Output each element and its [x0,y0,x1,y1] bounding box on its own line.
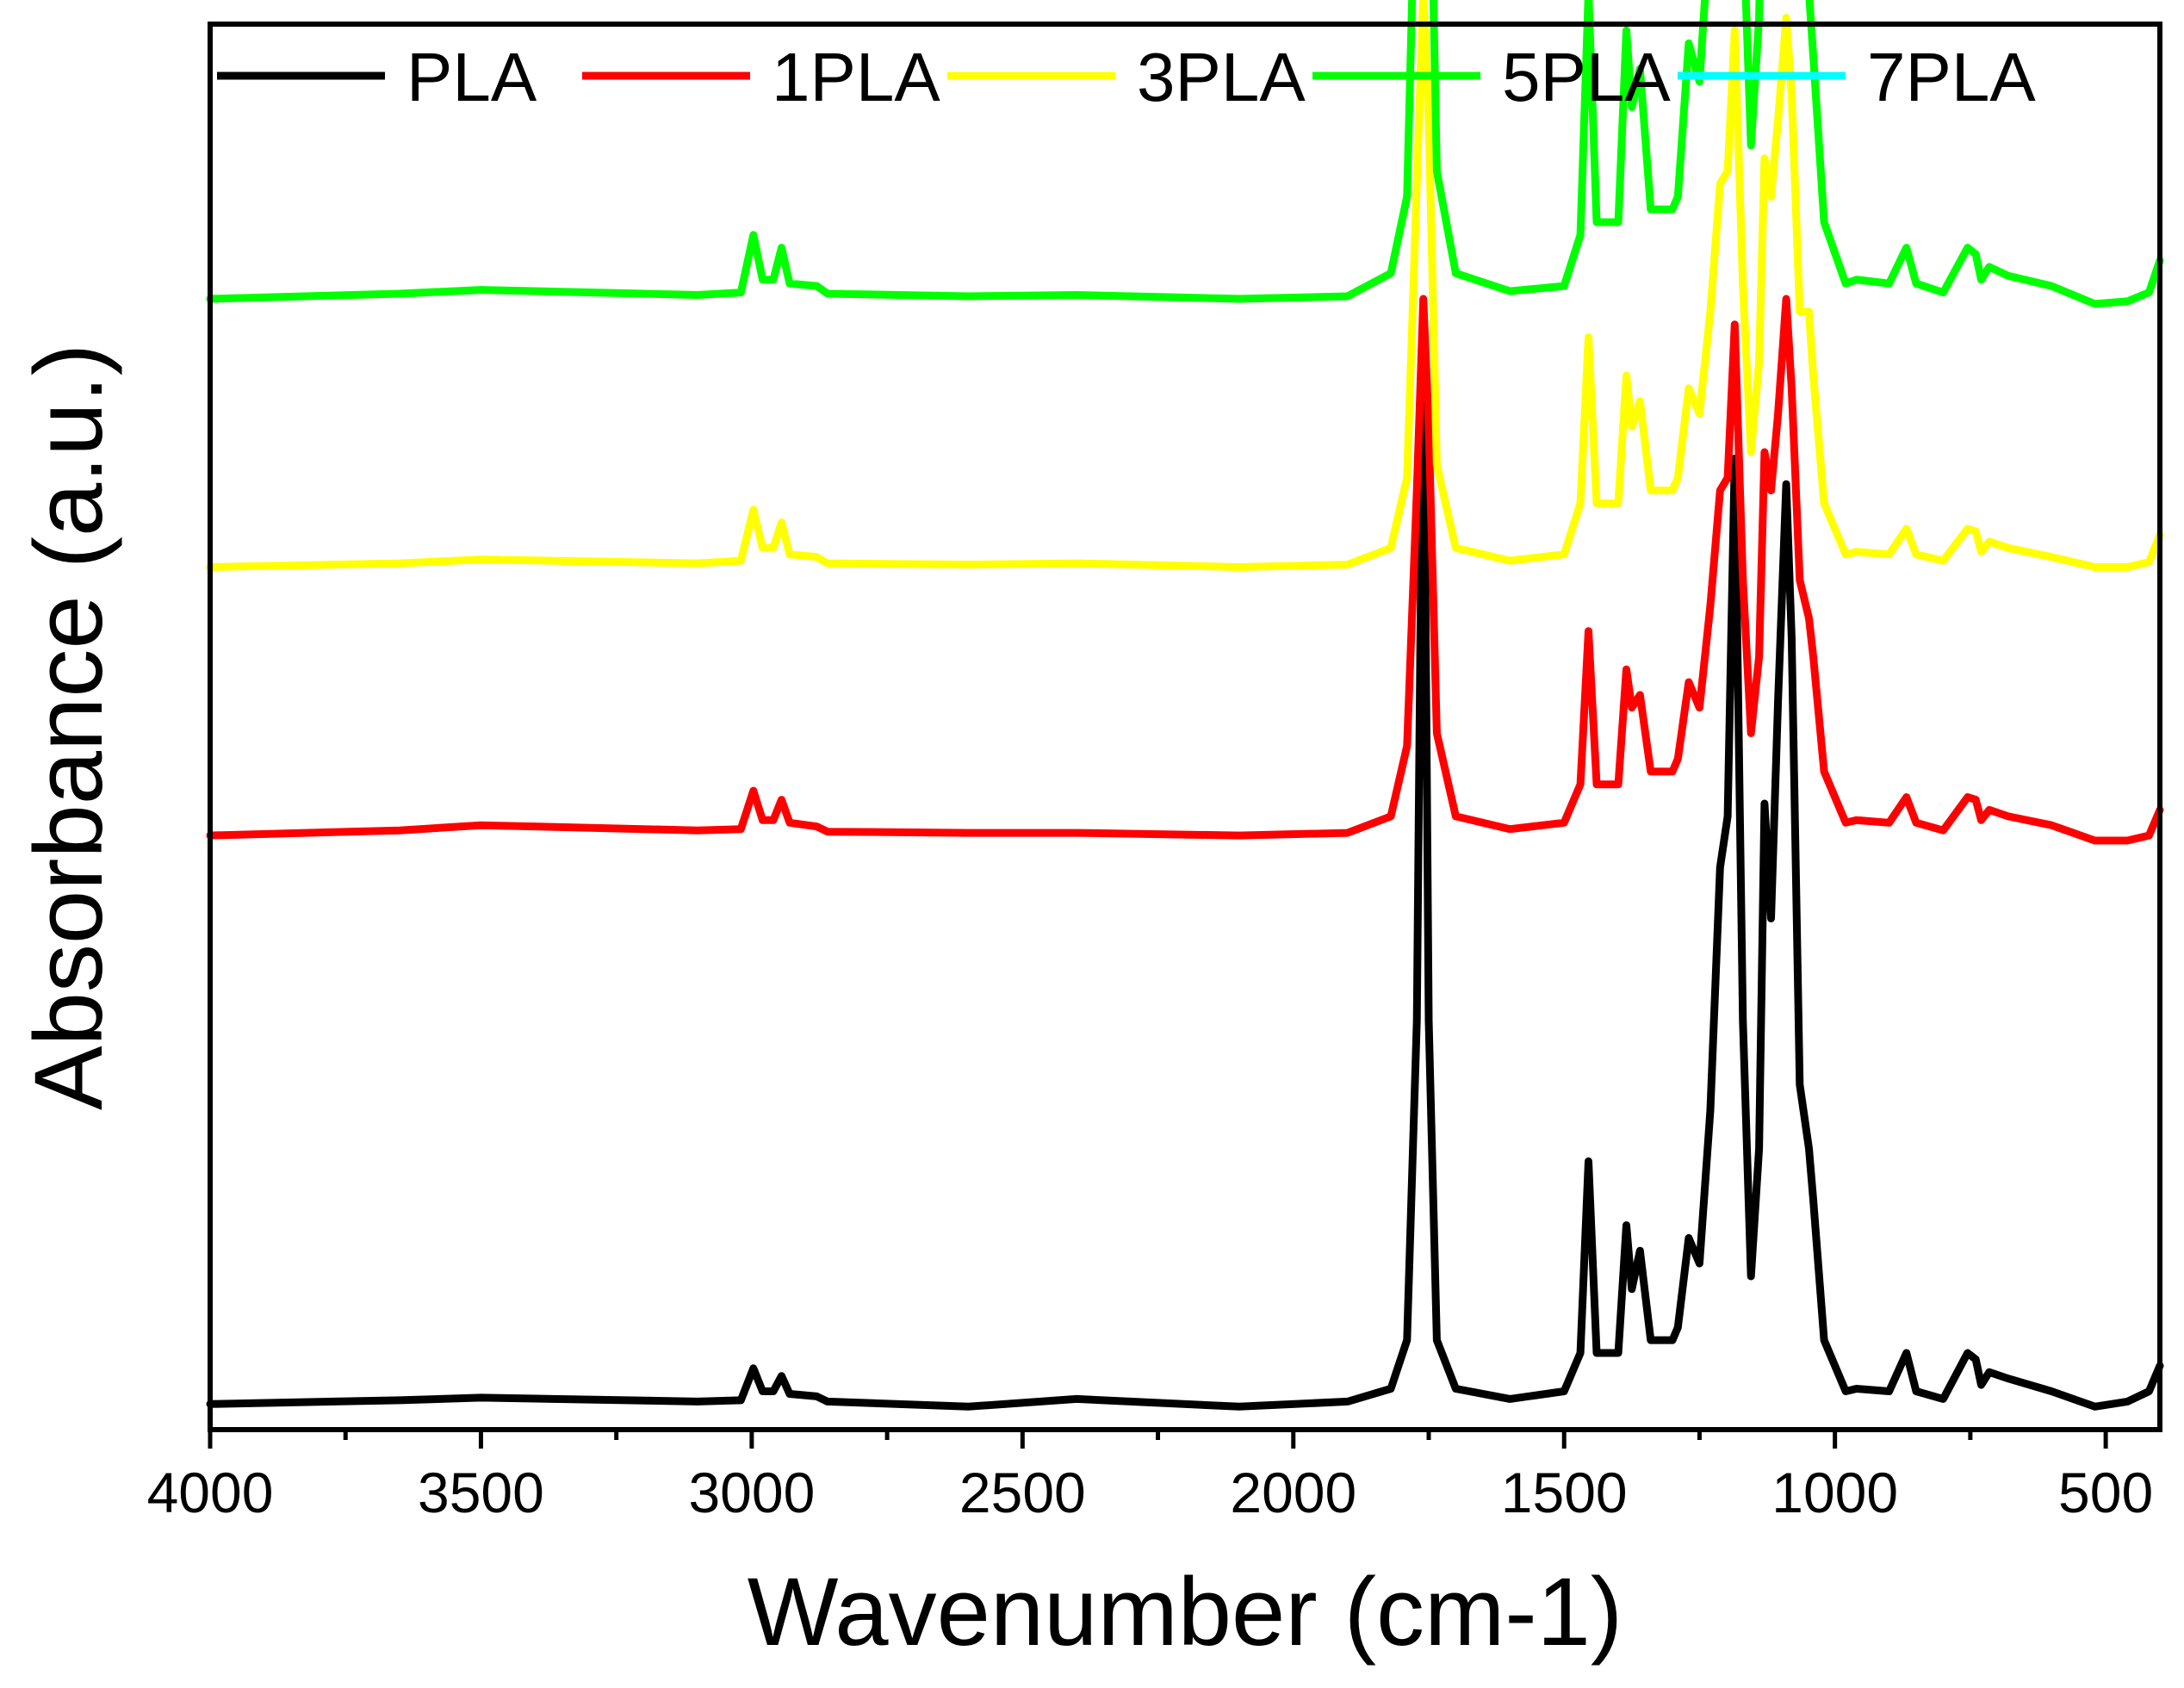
legend-label-1pla: 1PLA [772,39,940,115]
x-axis-ticks: 4000 3500 3000 2500 2000 1500 1000 500 [147,1430,2153,1524]
x-tick-label: 2500 [959,1461,1086,1524]
series-line-5pla [206,0,2164,308]
x-tick-label: 3000 [688,1461,815,1524]
x-tick-label: 1000 [1771,1461,1898,1524]
legend-label-pla: PLA [406,39,537,115]
legend-label-7pla: 7PLA [1867,39,2036,115]
series-line-pla [206,313,2164,1411]
x-tick-label: 500 [2058,1461,2153,1524]
legend-label-5pla: 5PLA [1502,39,1671,115]
x-tick-label: 4000 [147,1461,274,1524]
plot-frame [208,22,2162,1432]
x-axis-title: Wavenumber (cm-1) [748,1558,1622,1666]
series-layer [206,0,2164,1411]
y-axis-title: Absorbance (a.u.) [15,344,122,1110]
legend-label-3pla: 3PLA [1137,39,1306,115]
series-line-3pla [206,0,2164,571]
x-tick-label: 1500 [1501,1461,1628,1524]
x-tick-label: 3500 [418,1461,544,1524]
x-tick-label: 2000 [1230,1461,1356,1524]
legend: PLA 1PLA 3PLA 5PLA 7PLA [217,39,2036,115]
series-line-1pla [206,295,2164,845]
